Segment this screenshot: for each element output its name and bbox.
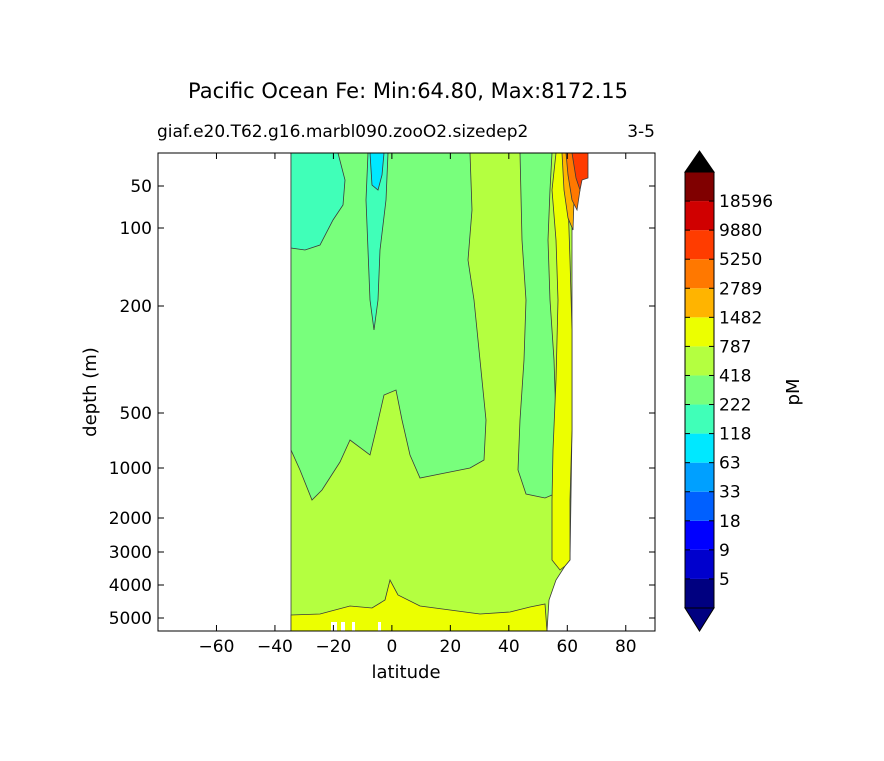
x-tick-label: −60 [199, 637, 235, 657]
colorbar-tick-label: 118 [719, 425, 751, 445]
chart-subtitle-right: 3-5 [627, 122, 655, 142]
chart-subtitle-left: giaf.e20.T62.g16.marbl090.zooO2.sizedep2 [157, 122, 528, 142]
y-tick-label: 100 [120, 219, 152, 239]
y-tick-label: 4000 [109, 576, 152, 596]
colorbar-segment [685, 259, 714, 289]
y-tick-label: 50 [130, 177, 152, 197]
colorbar-extend-min [684, 607, 715, 632]
colorbar-tick-label: 1482 [719, 308, 762, 328]
contour-fill-5250-9880 [571, 153, 589, 192]
contour-fill-118-222-eq [365, 153, 389, 331]
colorbar-segment [685, 404, 714, 434]
colorbar-segment [685, 172, 714, 202]
colorbar-tick-label: 18596 [719, 192, 773, 212]
contour-fill-787-1482-bottom [290, 578, 548, 631]
x-tick-label: −20 [315, 637, 351, 657]
x-tick-label: −40 [257, 637, 293, 657]
colorbar-segment [685, 462, 714, 492]
contour-fill-787-1482-north [551, 153, 573, 571]
missing-data-gap [352, 622, 355, 631]
colorbar-tick-label: 222 [719, 396, 751, 416]
colorbar-segment [685, 549, 714, 579]
colorbar-segment [685, 201, 714, 231]
colorbar-segment [685, 491, 714, 521]
colorbar-extend-max [684, 150, 715, 173]
colorbar-segment [685, 520, 714, 550]
colorbar-tick-label: 5250 [719, 250, 762, 270]
y-tick-label: 2000 [109, 509, 152, 529]
y-axis: 50 100 200 500 1000 2000 3000 4000 5000 [109, 177, 655, 629]
colorbar-frame [684, 171, 715, 609]
colorbar-segment [685, 230, 714, 260]
y-tick-label: 3000 [109, 543, 152, 563]
plot-field [290, 153, 589, 631]
x-tick-label: 60 [556, 637, 578, 657]
x-tick-label: 80 [615, 637, 637, 657]
x-tick-label: 20 [440, 637, 462, 657]
x-tick-label: 40 [498, 637, 520, 657]
x-tick-label: 0 [386, 637, 397, 657]
colorbar-segment [685, 317, 714, 347]
colorbar-tick-label: 18 [719, 512, 741, 532]
colorbar: 5 9 18 33 63 118 222 418 787 1482 2789 5250 9880 1859… [684, 150, 773, 632]
x-axis-label: latitude [371, 662, 440, 683]
missing-data-gap [341, 622, 345, 631]
colorbar-tick-label: 418 [719, 366, 751, 386]
missing-data-gap [331, 622, 337, 631]
colorbar-segment [685, 346, 714, 376]
colorbar-tick-label: 5 [719, 570, 730, 590]
contour-fill-222-418-south [290, 153, 487, 501]
chart-title: Pacific Ocean Fe: Min:64.80, Max:8172.15 [188, 79, 628, 103]
y-tick-label: 1000 [109, 459, 152, 479]
colorbar-segment [685, 578, 714, 608]
colorbar-segment [685, 375, 714, 405]
y-tick-label: 500 [120, 404, 152, 424]
colorbar-tick-label: 787 [719, 337, 751, 357]
colorbar-segment [685, 288, 714, 318]
missing-data-gap [378, 622, 381, 631]
colorbar-tick-label: 2789 [719, 279, 762, 299]
plot-frame [157, 152, 656, 632]
colorbar-tick-label: 9 [719, 541, 730, 561]
x-axis: −60 −40 −20 0 20 40 60 80 [199, 153, 637, 657]
y-axis-label: depth (m) [80, 347, 101, 437]
colorbar-segment [685, 433, 714, 463]
colorbar-tick-label: 63 [719, 454, 741, 474]
colorbar-tick-label: 33 [719, 483, 741, 503]
contour-fill-118-222 [290, 153, 346, 251]
contour-fill-63-118 [369, 153, 385, 191]
colorbar-tick-label: 9880 [719, 221, 762, 241]
y-tick-label: 200 [120, 297, 152, 317]
y-tick-label: 5000 [109, 609, 152, 629]
colorbar-label: pM [783, 379, 804, 406]
